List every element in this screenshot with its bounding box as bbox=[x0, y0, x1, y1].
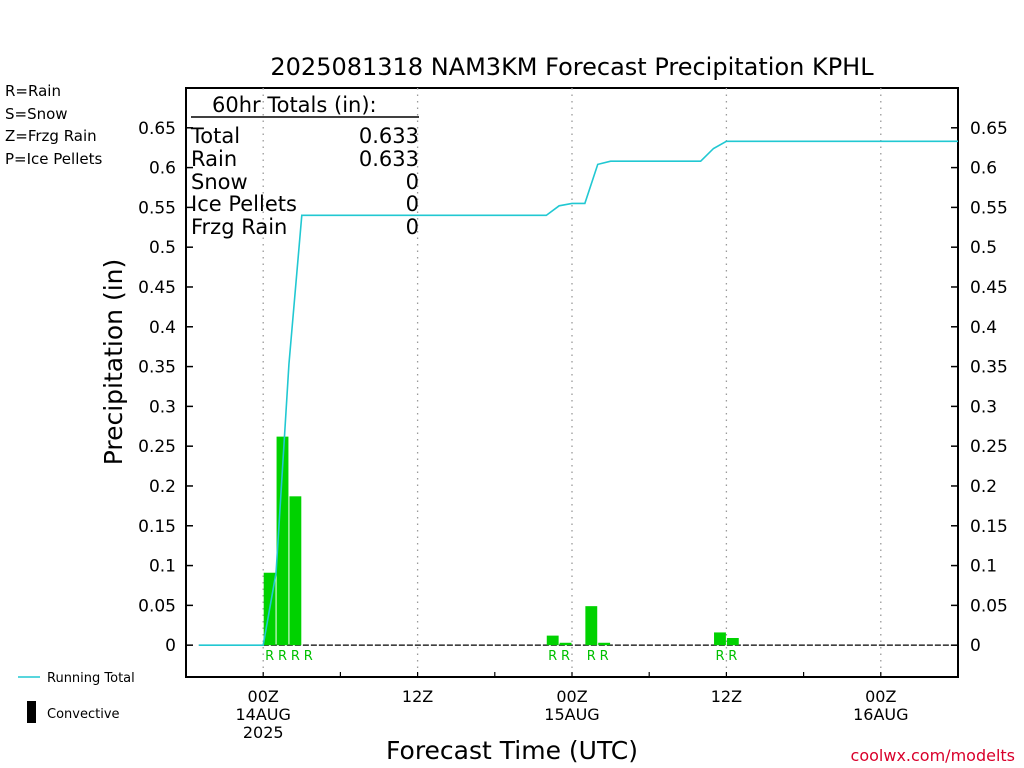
x-tick-label: 2025 bbox=[243, 723, 284, 742]
precip-bar bbox=[559, 642, 572, 646]
y-tick-label-left: 0.15 bbox=[138, 517, 176, 537]
legend-frzg-rain: Z=Frzg Rain bbox=[5, 127, 97, 145]
credit-text: coolwx.com/modelts bbox=[851, 746, 1015, 765]
running-total-legend-label: Running Total bbox=[47, 671, 135, 686]
totals-label-ice-pellets: Ice Pellets bbox=[191, 192, 297, 216]
precip-type-label: R bbox=[278, 649, 287, 664]
y-tick-label-right: 0.5 bbox=[970, 238, 997, 258]
totals-label-total: Total bbox=[190, 124, 240, 148]
precip-type-label: R bbox=[548, 649, 557, 664]
y-tick-label-right: 0.35 bbox=[970, 358, 1008, 378]
precip-type-label: R bbox=[561, 649, 570, 664]
y-tick-label-left: 0.6 bbox=[149, 159, 176, 179]
y-tick-label-right: 0.1 bbox=[970, 557, 997, 577]
totals-label-snow: Snow bbox=[191, 170, 248, 194]
x-tick-label: 12Z bbox=[711, 687, 742, 706]
series-legend: Running Total Convective bbox=[18, 671, 135, 723]
x-tick-label: 14AUG bbox=[235, 705, 290, 724]
convective-legend-label: Convective bbox=[47, 707, 120, 722]
precip-bar bbox=[289, 496, 302, 646]
precip-type-label: R bbox=[304, 649, 313, 664]
y-tick-label-right: 0.2 bbox=[970, 477, 997, 497]
y-tick-label-left: 0 bbox=[165, 636, 176, 656]
y-tick-label-left: 0.2 bbox=[149, 477, 176, 497]
precip-bar bbox=[598, 642, 611, 646]
y-tick-label-left: 0.55 bbox=[138, 198, 176, 218]
y-tick-label-right: 0.15 bbox=[970, 517, 1008, 537]
y-tick-label-right: 0.3 bbox=[970, 397, 997, 417]
precip-type-label: R bbox=[600, 649, 609, 664]
y-tick-label-left: 0.25 bbox=[138, 437, 176, 457]
y-tick-label-right: 0.4 bbox=[970, 318, 997, 338]
totals-value-rain: 0.633 bbox=[359, 147, 419, 171]
totals-value-total: 0.633 bbox=[359, 124, 419, 148]
x-tick-label: 12Z bbox=[402, 687, 433, 706]
precip-bar bbox=[714, 632, 726, 646]
legend-snow: S=Snow bbox=[5, 105, 68, 123]
y-tick-label-right: 0.45 bbox=[970, 278, 1008, 298]
x-tick-label: 00Z bbox=[865, 687, 896, 706]
y-tick-label-right: 0.55 bbox=[970, 198, 1008, 218]
y-tick-label-left: 0.45 bbox=[138, 278, 176, 298]
y-tick-label-right: 0 bbox=[970, 636, 981, 656]
precip-type-label: R bbox=[728, 649, 737, 664]
x-tick-label: 00Z bbox=[248, 687, 279, 706]
totals-value-snow: 0 bbox=[406, 170, 419, 194]
totals-value-frzg-rain: 0 bbox=[406, 215, 419, 239]
x-tick-label: 00Z bbox=[556, 687, 587, 706]
y-tick-label-left: 0.65 bbox=[138, 119, 176, 139]
x-tick-label: 16AUG bbox=[853, 705, 908, 724]
precip-type-label: R bbox=[291, 649, 300, 664]
legend-rain: R=Rain bbox=[5, 82, 61, 100]
y-tick-label-left: 0.5 bbox=[149, 238, 176, 258]
y-tick-label-right: 0.05 bbox=[970, 596, 1008, 616]
y-tick-label-right: 0.6 bbox=[970, 159, 997, 179]
y-tick-label-left: 0.4 bbox=[149, 318, 176, 338]
totals-label-frzg-rain: Frzg Rain bbox=[191, 215, 287, 239]
precip-bar bbox=[546, 635, 559, 646]
ptype-legend: R=Rain S=Snow Z=Frzg Rain P=Ice Pellets bbox=[5, 82, 102, 168]
y-tick-label-right: 0.65 bbox=[970, 119, 1008, 139]
precip-type-label: R bbox=[715, 649, 724, 664]
precip-type-label: R bbox=[265, 649, 274, 664]
y-tick-label-left: 0.1 bbox=[149, 557, 176, 577]
precip-bar bbox=[726, 637, 739, 646]
y-tick-label-right: 0.25 bbox=[970, 437, 1008, 457]
x-axis-label: Forecast Time (UTC) bbox=[386, 736, 638, 765]
y-axis-label: Precipitation (in) bbox=[99, 259, 128, 466]
precip-bars bbox=[263, 436, 739, 646]
y-tick-label-left: 0.35 bbox=[138, 358, 176, 378]
running-total-line bbox=[198, 140, 958, 646]
precip-type-label: R bbox=[587, 649, 596, 664]
y-axis-ticks: 0 00.05 0.050.1 0.10.15 0.150.2 0.20.25 0.250.… bbox=[138, 119, 1008, 656]
x-tick-label: 15AUG bbox=[544, 705, 599, 724]
y-tick-label-left: 0.05 bbox=[138, 596, 176, 616]
precip-bar bbox=[585, 606, 598, 646]
gridlines bbox=[262, 88, 882, 677]
y-tick-label-left: 0.3 bbox=[149, 397, 176, 417]
totals-value-ice-pellets: 0 bbox=[406, 192, 419, 216]
legend-ice-pellets: P=Ice Pellets bbox=[5, 150, 102, 168]
precip-bar bbox=[276, 436, 289, 646]
convective-legend-swatch bbox=[27, 701, 36, 723]
totals-label-rain: Rain bbox=[191, 147, 237, 171]
totals-box: 60hr Totals (in): Total 0.633 Rain 0.633… bbox=[190, 93, 419, 239]
chart-title: 2025081318 NAM3KM Forecast Precipitation… bbox=[270, 53, 874, 81]
totals-header: 60hr Totals (in): bbox=[212, 93, 377, 117]
